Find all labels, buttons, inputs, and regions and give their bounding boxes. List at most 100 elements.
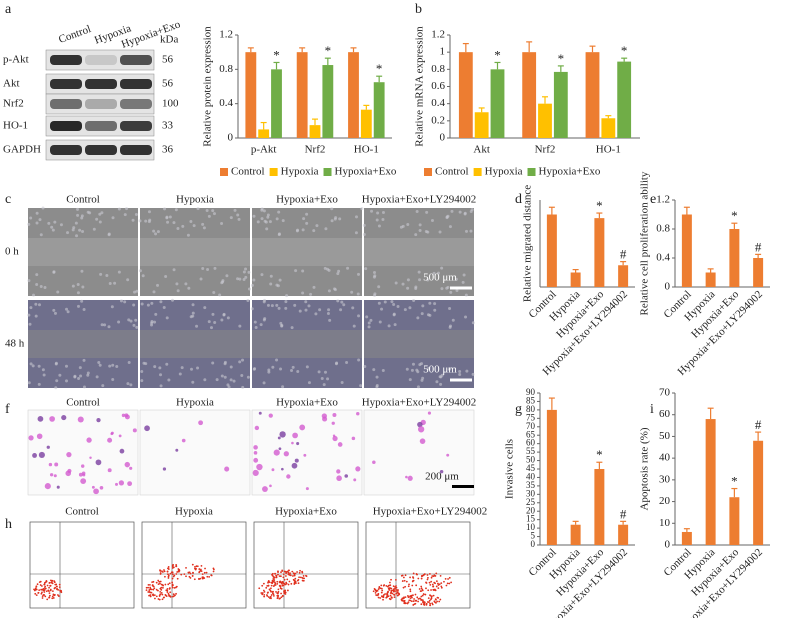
event-dot [183, 573, 186, 576]
event-dot [170, 571, 173, 574]
stained-cell [252, 469, 259, 477]
y-axis-label: Relative protein expression [202, 26, 214, 147]
stained-cell [286, 474, 291, 479]
event-dot [164, 575, 166, 578]
event-dot [380, 591, 383, 594]
event-dot [301, 579, 304, 582]
event-dot [205, 571, 208, 574]
cell-texture [162, 306, 166, 310]
event-dot [394, 587, 396, 590]
event-dot [435, 598, 437, 601]
event-dot [33, 588, 35, 591]
stained-cell [129, 466, 133, 470]
cell-texture [65, 307, 69, 311]
event-dot [421, 594, 424, 597]
event-dot [46, 598, 49, 601]
cell-texture [132, 303, 136, 307]
cell-texture [220, 318, 224, 322]
blot-band [120, 79, 152, 89]
cell-texture [302, 217, 306, 221]
event-dot [435, 580, 438, 583]
event-dot [434, 589, 437, 592]
event-dot [285, 572, 288, 574]
scale-label: 500 μm [423, 272, 457, 284]
y-tick-label: 20 [526, 505, 536, 515]
cell-texture [436, 271, 440, 275]
stained-cell [81, 471, 86, 476]
event-dot [261, 593, 264, 596]
event-dot [171, 586, 174, 589]
cell-texture [305, 365, 309, 369]
stained-cell [118, 480, 125, 486]
significance-marker: * [596, 198, 603, 213]
cell-texture [80, 216, 84, 220]
event-dot [160, 588, 163, 591]
cell-texture [29, 362, 33, 366]
event-dot [432, 594, 435, 597]
scratch-gap [364, 238, 474, 266]
blot-band [85, 99, 117, 109]
cell-texture [426, 313, 430, 317]
y-tick-label: 0 [665, 281, 671, 293]
cell-texture [190, 367, 194, 371]
y-tick-label: 70 [526, 421, 536, 431]
cell-texture [414, 233, 418, 237]
event-dot [305, 574, 307, 577]
stained-cell [268, 413, 273, 418]
event-dot [147, 583, 150, 586]
event-dot [49, 584, 52, 587]
event-dot [163, 596, 165, 599]
legend-swatch [473, 168, 482, 176]
event-dot [276, 592, 279, 595]
bar [348, 52, 359, 138]
event-dot [43, 589, 46, 591]
cell-texture [357, 358, 361, 362]
stained-cell [277, 436, 281, 440]
event-dot [149, 595, 152, 598]
event-dot [164, 594, 167, 596]
column-title: Hypoxia+Exo+LY294002 [362, 397, 477, 409]
event-dot [188, 575, 191, 578]
event-dot [169, 596, 172, 598]
cell-texture [144, 219, 148, 223]
cell-texture [225, 274, 229, 278]
cell-texture [58, 373, 62, 377]
cell-texture [82, 308, 86, 312]
event-dot [428, 581, 431, 584]
stained-cell [124, 461, 130, 468]
y-tick-label: 35 [526, 480, 536, 490]
event-dot [172, 593, 175, 596]
cell-texture [229, 378, 233, 382]
event-dot [165, 589, 168, 592]
event-dot [279, 584, 281, 587]
scale-label: 200 μm [425, 471, 459, 483]
panel-letter: d [515, 192, 522, 207]
cell-texture [207, 320, 211, 324]
bar [458, 52, 473, 138]
event-dot [212, 570, 215, 573]
scratch-gap [28, 238, 138, 266]
event-dot [279, 597, 281, 600]
stained-cell [294, 458, 299, 463]
bar [681, 214, 692, 287]
cell-texture [66, 310, 70, 314]
cell-texture [465, 369, 469, 373]
event-dot [34, 592, 37, 595]
event-dot [167, 583, 170, 586]
cell-texture [178, 372, 182, 376]
stained-cell [110, 432, 114, 436]
event-dot [201, 577, 204, 580]
event-dot [270, 594, 273, 596]
y-tick-label: 80 [526, 404, 536, 414]
cell-texture [43, 286, 47, 290]
event-dot [386, 593, 389, 596]
cell-texture [226, 383, 230, 387]
event-dot [393, 590, 395, 593]
cell-texture [378, 320, 382, 324]
event-dot [53, 581, 56, 584]
cell-texture [180, 366, 184, 370]
cell-texture [440, 266, 444, 270]
event-dot [267, 591, 269, 594]
event-dot [296, 571, 298, 573]
cell-texture [269, 274, 273, 278]
